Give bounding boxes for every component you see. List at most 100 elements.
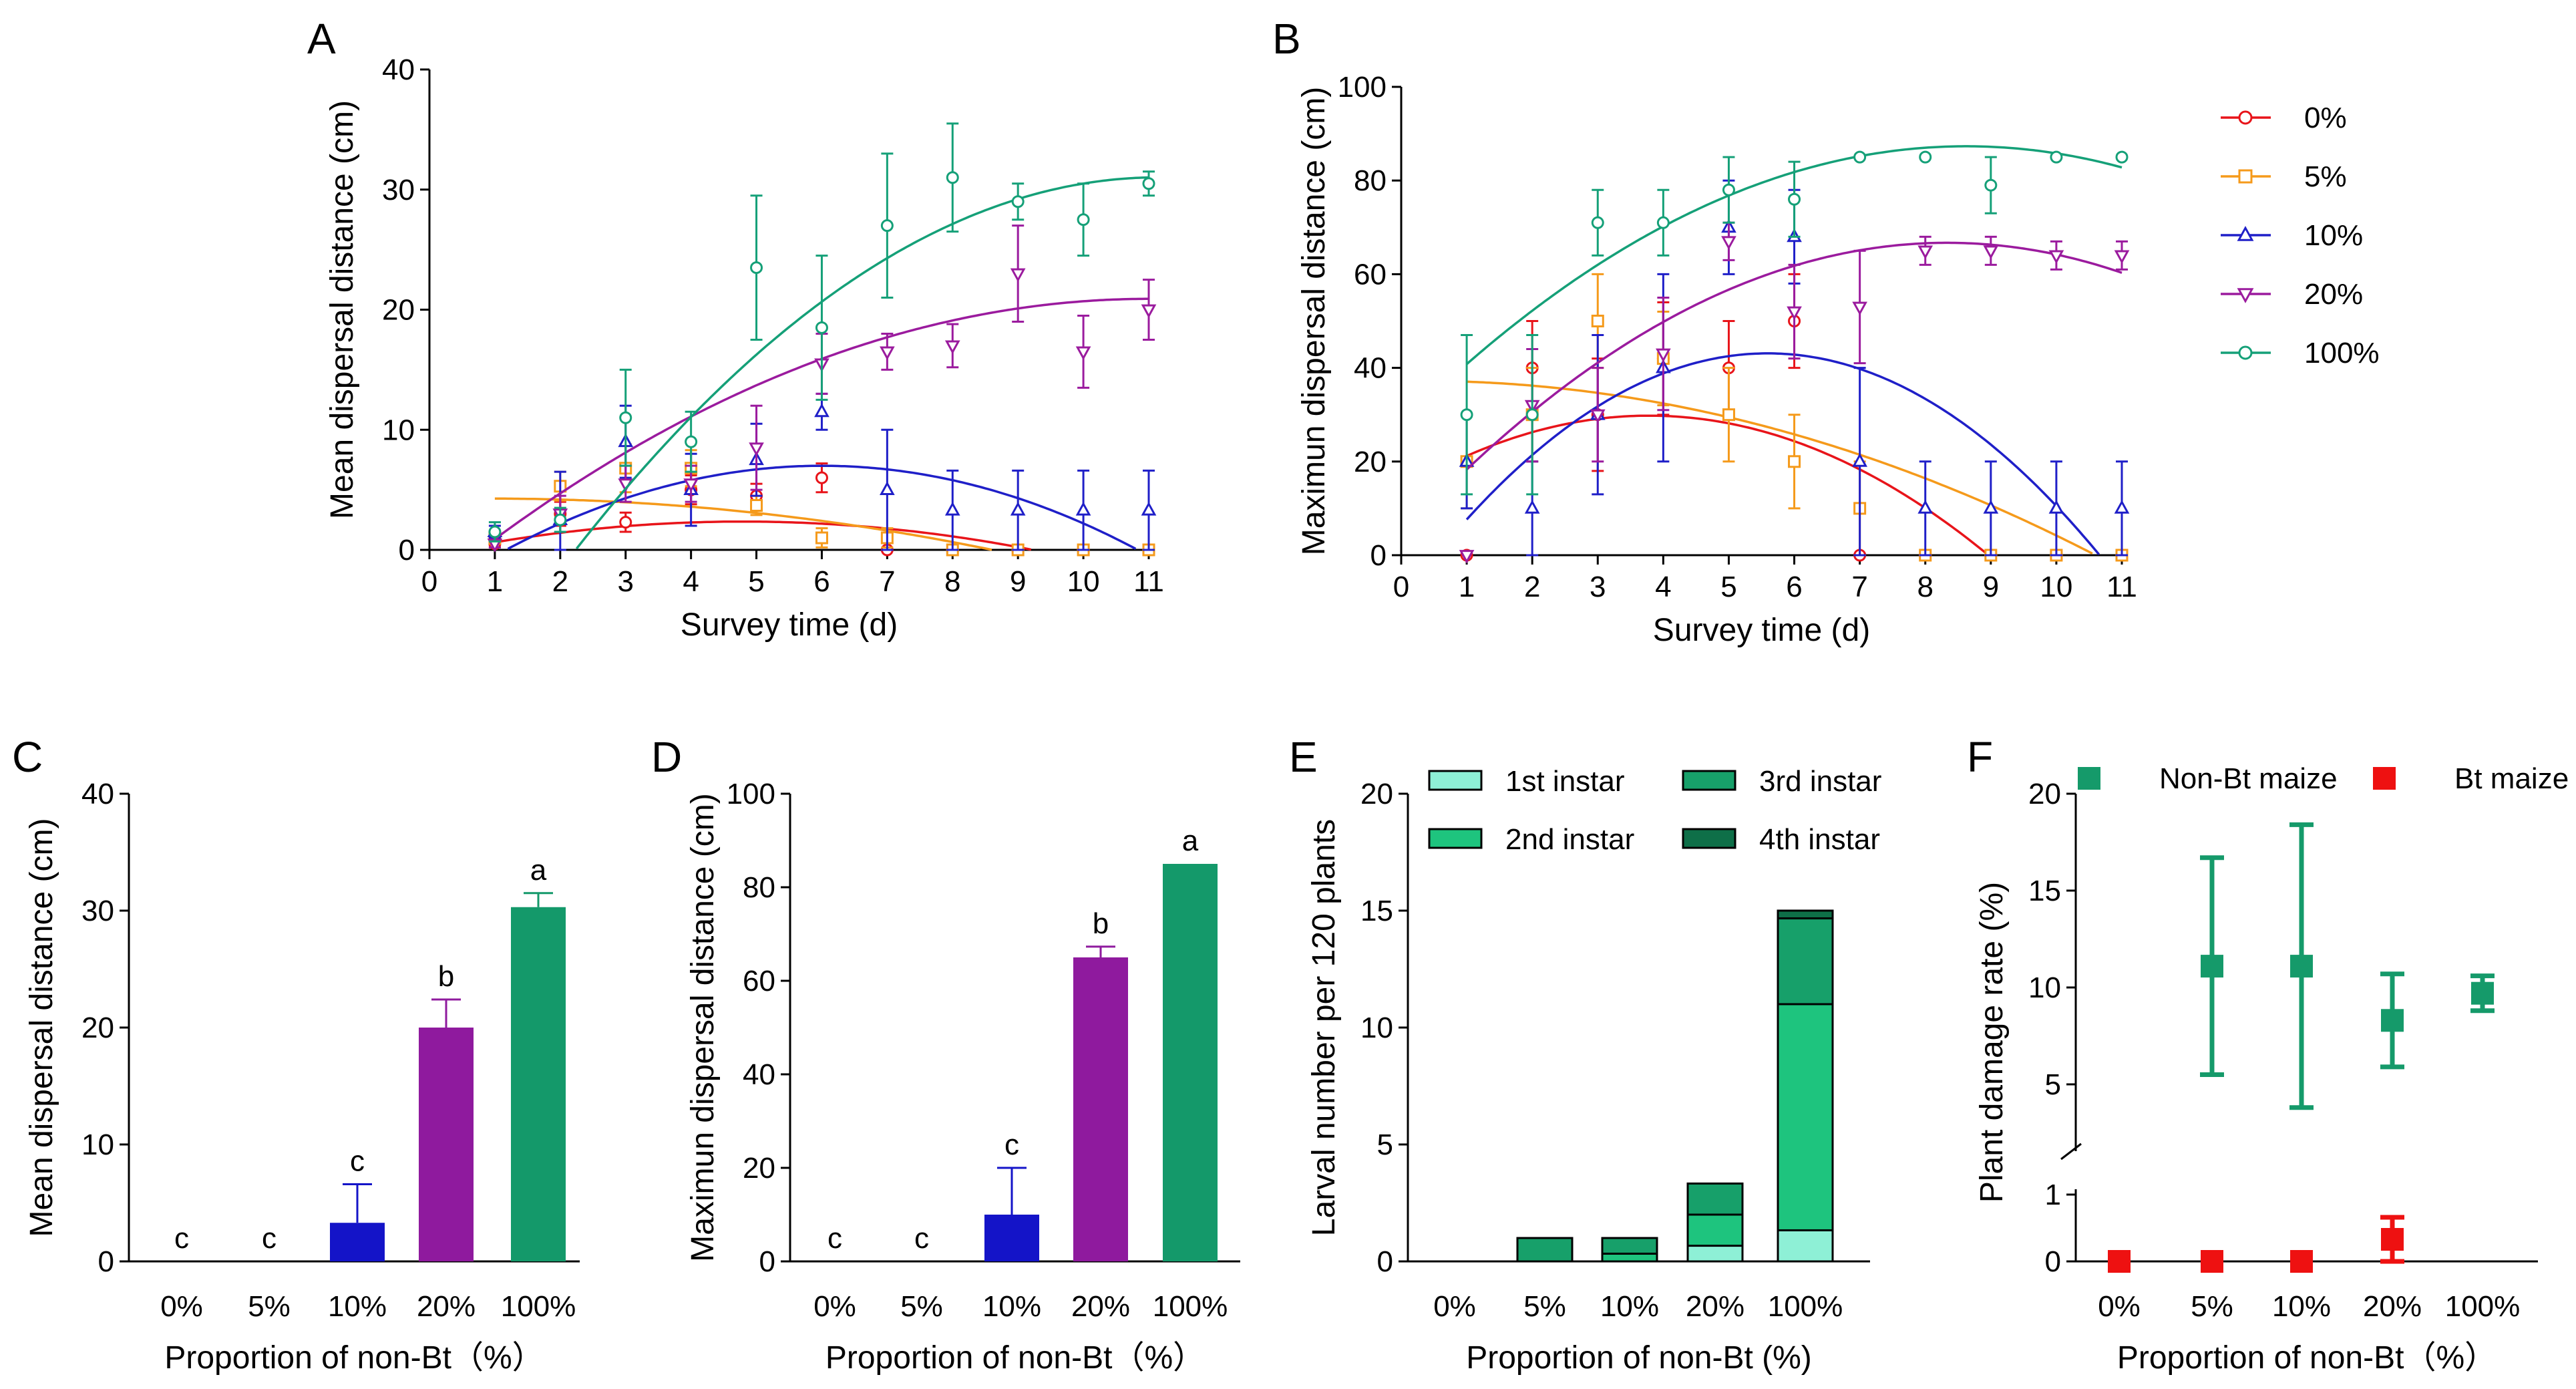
- legend-label: 10%: [2304, 219, 2363, 252]
- x-tick-label: 5: [1720, 571, 1736, 603]
- panel-letter: B: [1272, 15, 1301, 63]
- y-tick-label: 20: [2028, 778, 2061, 810]
- data-point: [2115, 150, 2129, 164]
- data-point: [2201, 1250, 2223, 1273]
- y-tick-label: 0: [399, 534, 415, 567]
- y-tick-label: 10: [1360, 1012, 1393, 1044]
- y-tick-label: 60: [1354, 258, 1387, 291]
- panel-letter: A: [307, 15, 336, 63]
- significance-label: b: [438, 960, 454, 993]
- legend-item: Bt maize: [2373, 762, 2569, 795]
- data-point: [880, 346, 895, 361]
- y-tick-label: 1: [2045, 1179, 2061, 1211]
- data-point: [1011, 195, 1025, 208]
- x-axis-title: Proportion of non-Bt（%）: [2117, 1340, 2497, 1376]
- series-100%: [1460, 145, 2129, 496]
- y-axis-title: Larval number per 120 plants: [1306, 819, 1342, 1236]
- y-tick-label: 15: [2028, 875, 2061, 907]
- panel-D: D 0 20 40 60 80 100 0% 5% 10% 20% 100% Proportion of…: [651, 733, 1240, 1376]
- data-point: [1917, 245, 1934, 260]
- y-tick-label: 20: [1360, 778, 1393, 810]
- legend-item: 0%: [2221, 102, 2347, 134]
- x-tick-label: 0%: [813, 1290, 856, 1323]
- data-point: [1590, 409, 1606, 424]
- axis-break: [2060, 1142, 2082, 1161]
- y-tick-label: 60: [743, 965, 775, 997]
- significance-label: a: [530, 854, 547, 887]
- data-point: [946, 171, 959, 184]
- x-axis-title: Proportion of non-Bt (%): [1466, 1340, 1812, 1376]
- legend-swatch: [1682, 770, 1736, 791]
- data-point: [1141, 501, 1157, 516]
- stacked-bar-segment: [1601, 1252, 1658, 1263]
- x-tick-label: 9: [1983, 571, 1999, 603]
- legend-swatch: [1428, 828, 1483, 849]
- fit-curve: [494, 520, 1032, 551]
- bar: [511, 907, 566, 1261]
- y-tick-label: 0: [1370, 539, 1387, 572]
- stacked-bar-segment: [1516, 1237, 1574, 1263]
- data-point: [2201, 955, 2223, 978]
- y-tick-label: 0: [2045, 1245, 2061, 1278]
- y-tick-label: 20: [743, 1152, 775, 1185]
- x-tick-label: 10: [1067, 565, 1100, 598]
- x-tick-label: 6: [813, 565, 830, 598]
- legend-label: 3rd instar: [1759, 765, 1881, 798]
- x-tick-label: 6: [1786, 571, 1802, 603]
- data-point: [1656, 348, 1671, 363]
- panel-C: C 0 10 20 30 40 0% 5% 10% 20% 100% Proportion of no…: [12, 733, 580, 1376]
- legend-item: 100%: [2221, 337, 2380, 369]
- stacked-bar-segment: [1686, 1182, 1744, 1216]
- x-tick-label: 100%: [1768, 1290, 1843, 1323]
- y-tick-label: 20: [1354, 446, 1387, 478]
- x-tick-label: 11: [1133, 565, 1164, 598]
- legend-label: Non-Bt maize: [2159, 762, 2338, 795]
- y-tick-label: 80: [743, 871, 775, 904]
- y-tick-label: 40: [81, 778, 114, 810]
- significance-label: c: [827, 1222, 842, 1255]
- stacked-bar-segment: [1777, 917, 1834, 1006]
- fit-curve: [1465, 352, 2100, 555]
- data-point: [944, 501, 960, 516]
- x-tick-label: 0%: [160, 1290, 203, 1323]
- x-tick-label: 10%: [328, 1290, 387, 1323]
- panel-letter: E: [1289, 733, 1318, 781]
- y-tick-label: 40: [382, 53, 415, 86]
- data-point: [554, 513, 567, 526]
- y-tick-label: 100: [1338, 71, 1387, 104]
- data-point: [1787, 306, 1802, 321]
- data-point: [1722, 183, 1735, 196]
- bar: [330, 1223, 385, 1261]
- panel-letter: F: [1967, 733, 1993, 781]
- x-tick-label: 0%: [2098, 1290, 2141, 1323]
- x-tick-label: 10: [2040, 571, 2072, 603]
- data-point: [2114, 500, 2130, 514]
- y-axis-title: Maximun dispersal distance (cm): [1296, 87, 1332, 556]
- x-tick-label: 20%: [2363, 1290, 2422, 1323]
- data-point: [1788, 192, 1801, 206]
- data-point: [488, 525, 502, 538]
- data-point: [1591, 315, 1604, 327]
- x-tick-label: 1: [487, 565, 503, 598]
- legend-label: 20%: [2304, 278, 2363, 311]
- panel-B: B 0 20 40 60 80 100 0 1 2 3 4 5 6 7 8 9 10 11 Survey time (…: [1272, 15, 2137, 648]
- panel-letter: C: [12, 733, 43, 781]
- y-tick-label: 15: [1360, 895, 1393, 927]
- bar: [1163, 864, 1218, 1261]
- x-tick-label: 1: [1459, 571, 1475, 603]
- data-point: [1459, 550, 1475, 564]
- legend-item: 3rd instar: [1682, 765, 1881, 798]
- y-tick-label: 30: [81, 895, 114, 927]
- data-point: [2290, 1250, 2313, 1273]
- legend-item: 1st instar: [1428, 765, 1625, 798]
- legend-marker: [2238, 345, 2253, 360]
- data-point: [1852, 453, 1867, 467]
- x-tick-label: 10%: [2272, 1290, 2331, 1323]
- data-point: [1591, 216, 1604, 229]
- x-tick-label: 10%: [1600, 1290, 1659, 1323]
- y-tick-label: 10: [81, 1128, 114, 1161]
- data-point: [1788, 455, 1801, 468]
- legend-item: 10%: [2221, 219, 2363, 252]
- x-tick-label: 5%: [1523, 1290, 1566, 1323]
